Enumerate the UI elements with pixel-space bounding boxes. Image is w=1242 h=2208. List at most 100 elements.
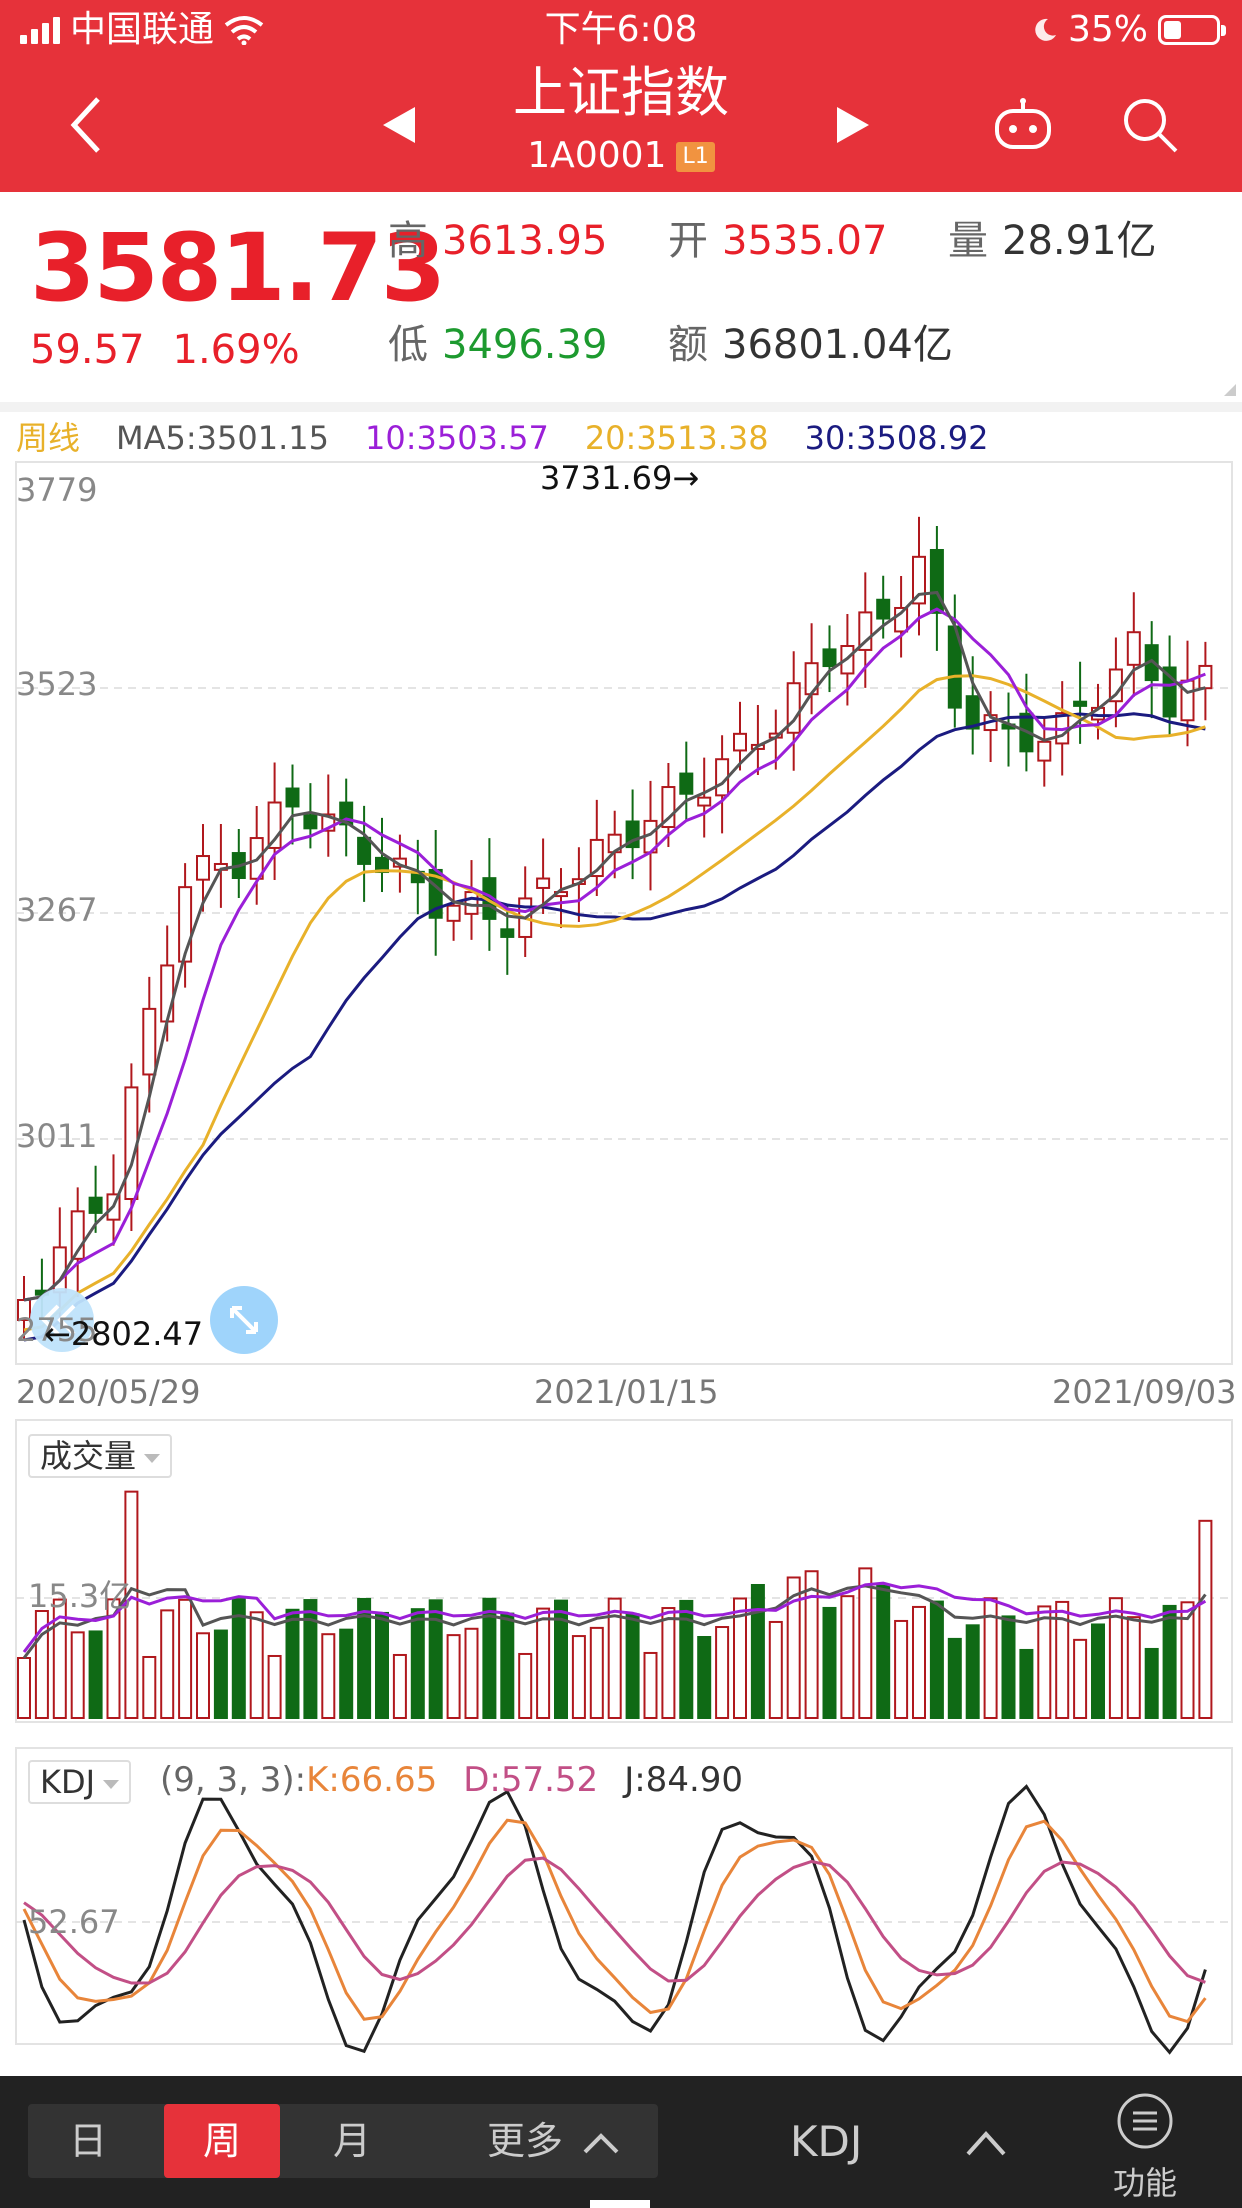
volume-bar	[876, 1584, 891, 1719]
indicator-expand-button[interactable]	[966, 2112, 1006, 2172]
volume-bar	[1055, 1600, 1070, 1720]
change-percent: 1.69%	[172, 327, 300, 373]
search-button[interactable]	[1118, 90, 1182, 160]
volume-bar	[88, 1630, 103, 1719]
volume-bar	[983, 1597, 998, 1720]
candle	[88, 1196, 103, 1214]
low-marker: ←2802.47	[44, 1315, 204, 1353]
ma5-label: MA5:3501.15	[116, 419, 329, 457]
ma20-line	[23, 674, 1206, 1332]
volume-bar	[625, 1613, 640, 1719]
prev-stock-button[interactable]	[376, 90, 422, 160]
volume-bar	[1162, 1604, 1177, 1720]
ma30-label: 30:3508.92	[804, 419, 989, 457]
more-label: 更多	[486, 2119, 563, 2163]
carrier-status: 中国联通	[20, 8, 264, 52]
tab-day[interactable]: 日	[68, 2119, 107, 2163]
volume-bar	[142, 1655, 157, 1720]
back-button[interactable]	[56, 90, 116, 160]
volume-bar	[1001, 1615, 1016, 1719]
signal-icon	[20, 16, 60, 44]
chart-canvas[interactable]	[0, 0, 1242, 2076]
volume-selector[interactable]: 成交量	[28, 1434, 173, 1478]
volume-bar	[536, 1607, 551, 1719]
double-arrow-left-icon	[41, 1304, 76, 1336]
volume-bar	[1198, 1519, 1213, 1719]
arrow-left-button[interactable]	[30, 1288, 94, 1352]
volume-bar	[822, 1606, 837, 1719]
volume-bar	[571, 1635, 586, 1719]
triangle-right-icon	[837, 107, 869, 143]
volume-bar	[375, 1611, 389, 1720]
stock-code: 1A0001 L1	[0, 134, 1242, 178]
tab-month[interactable]: 月	[332, 2119, 371, 2163]
bottom-toolbar: 日 周 月 更多 KDJ 功能	[0, 2076, 1242, 2208]
function-label: 功能	[1112, 2164, 1177, 2202]
kdj-params: (9, 3, 3):	[160, 1760, 307, 1800]
volume-bar	[840, 1595, 855, 1720]
volume-label: 量	[948, 218, 988, 264]
ma10-label: 10:3503.57	[364, 419, 549, 457]
menu-icon	[1117, 2093, 1173, 2149]
high-label: 高	[388, 218, 428, 264]
indicator-button[interactable]: KDJ	[790, 2117, 863, 2166]
volume-bar	[1037, 1605, 1052, 1720]
period-tabs: 日 周 月 更多	[28, 2104, 658, 2178]
volume-bar	[196, 1632, 210, 1720]
volume-bar	[17, 1657, 31, 1719]
volume-bar	[768, 1620, 783, 1720]
volume-bar	[428, 1599, 443, 1719]
kdj-tick-label: 52.67	[28, 1903, 120, 1941]
date-start: 2020/05/29	[16, 1373, 201, 1411]
robot-button[interactable]	[988, 90, 1058, 160]
volume-chart-frame	[15, 1419, 1233, 1723]
tab-week[interactable]: 周	[164, 2104, 280, 2178]
open-label: 开	[668, 218, 708, 264]
section-divider	[0, 402, 1242, 412]
y-tick-label: 3779	[16, 471, 98, 509]
high-item: 高 3613.95	[388, 216, 607, 266]
wifi-icon	[224, 16, 264, 45]
function-button[interactable]	[1110, 2092, 1180, 2154]
candle	[357, 836, 372, 865]
candle	[500, 928, 515, 938]
kdj-k-value: K:66.65	[306, 1760, 438, 1800]
kdj-legend: (9, 3, 3):K:66.65 D:57.52 J:84.90	[160, 1758, 769, 1802]
date-mid: 2021/01/15	[534, 1373, 719, 1411]
volume-bar	[482, 1597, 497, 1719]
expand-chart-button[interactable]	[210, 1286, 278, 1354]
volume-bar	[1144, 1647, 1159, 1720]
volume-bar	[339, 1628, 354, 1719]
ma20-label: 20:3513.38	[584, 419, 769, 457]
candle	[876, 598, 891, 620]
chevron-up-icon	[583, 2133, 619, 2154]
y-tick-label: 2755	[16, 1311, 98, 1349]
chevron-left-icon	[70, 97, 100, 153]
next-stock-button[interactable]	[830, 90, 876, 160]
kdj-chart-frame	[15, 1747, 1233, 2045]
volume-bar	[178, 1598, 193, 1720]
volume-bar	[410, 1608, 425, 1719]
volume-bar	[1126, 1616, 1141, 1719]
indicator-selector[interactable]: KDJ	[28, 1760, 132, 1804]
volume-bar	[1091, 1623, 1105, 1719]
low-label: 低	[388, 322, 428, 368]
expand-icon	[230, 1306, 258, 1334]
volume-bar	[518, 1652, 533, 1720]
volume-bar	[70, 1631, 85, 1719]
candle	[142, 1007, 157, 1076]
volume-ma5-line	[22, 1584, 1207, 1659]
period-label: 周线	[16, 419, 81, 457]
candle	[1073, 700, 1088, 707]
more-button[interactable]: 更多	[468, 2104, 638, 2178]
candle	[303, 814, 318, 830]
volume-bar	[733, 1597, 747, 1720]
volume-bar	[303, 1599, 318, 1720]
expand-corner-icon[interactable]	[1224, 384, 1236, 396]
volume-ma10-line	[22, 1581, 1207, 1653]
candle	[679, 772, 694, 795]
candle	[822, 648, 837, 668]
volume-bar	[52, 1598, 67, 1719]
battery-percent: 35%	[1067, 9, 1148, 50]
volume-bar	[661, 1607, 676, 1719]
